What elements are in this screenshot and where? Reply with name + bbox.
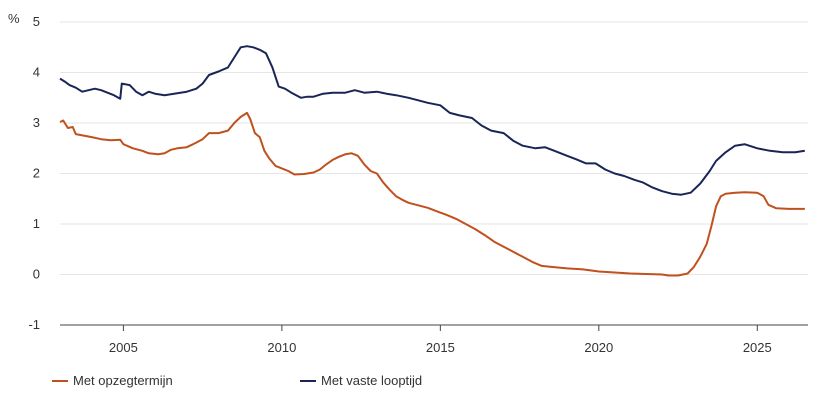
y-tick-label: 4 [33, 65, 40, 80]
legend-item-opzegtermijn[interactable]: Met opzegtermijn [52, 373, 300, 388]
series-lines [59, 45, 805, 277]
legend-swatch-vaste-looptijd [300, 379, 316, 382]
x-tick-label: 2025 [743, 340, 772, 355]
y-tick-label: -1 [28, 317, 40, 332]
y-tick-label: 2 [33, 166, 40, 181]
y-tick-label: 1 [33, 216, 40, 231]
x-tick-label: 2015 [426, 340, 455, 355]
y-axis-label: % [8, 11, 20, 26]
series-line-1 [59, 45, 805, 196]
legend-swatch-opzegtermijn [52, 379, 68, 382]
x-tick-label: 2010 [267, 340, 296, 355]
x-tick-label: 2020 [584, 340, 613, 355]
legend-item-vaste-looptijd[interactable]: Met vaste looptijd [300, 373, 548, 388]
x-tick-label: 2005 [109, 340, 138, 355]
legend-label-vaste-looptijd: Met vaste looptijd [321, 373, 423, 388]
legend: Met opzegtermijn Met vaste looptijd [52, 373, 548, 388]
series-line-0 [59, 111, 805, 277]
gridlines [60, 21, 808, 326]
y-axis-ticks: -1 0 1 2 3 4 5 [28, 14, 40, 332]
legend-label-opzegtermijn: Met opzegtermijn [73, 373, 173, 388]
y-tick-label: 5 [33, 14, 40, 29]
y-tick-label: 0 [33, 267, 40, 282]
y-tick-label: 3 [33, 115, 40, 130]
x-axis-ticks: 2005 2010 2015 2020 2025 [109, 325, 772, 355]
